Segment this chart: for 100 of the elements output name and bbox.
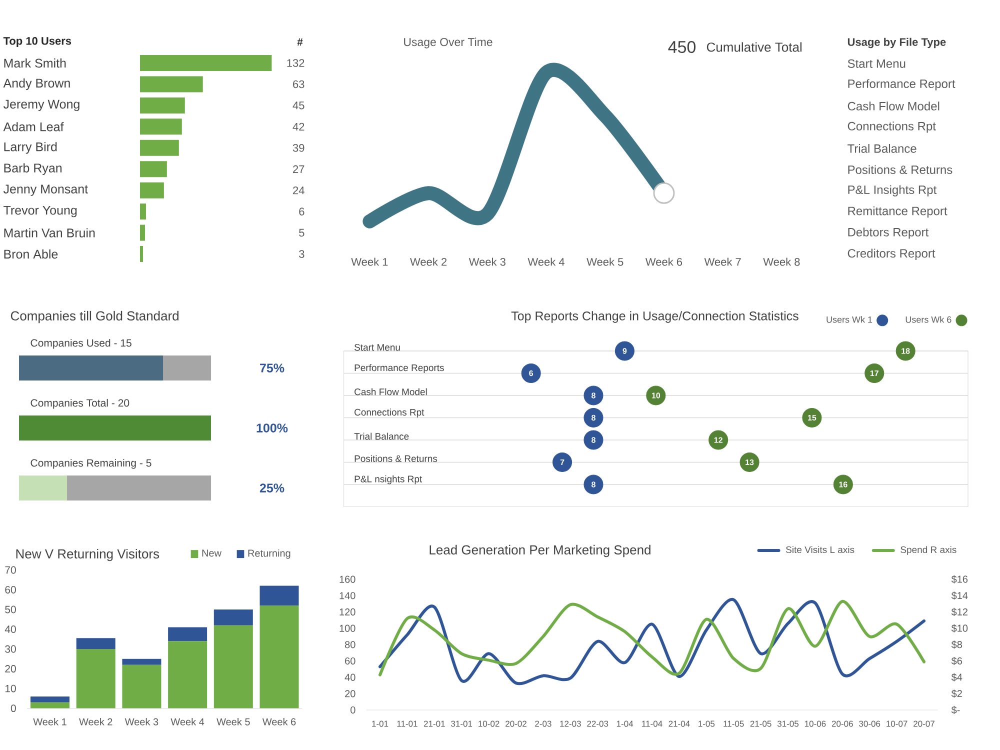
x-tick-label: 11-01 [397,720,418,727]
text: Cumulative Total [706,42,802,52]
y2-tick-label: $14 [951,592,968,600]
text: Creditors Report [848,248,936,260]
text: Debtors Report [848,228,929,239]
chart-title: Lead Generation Per Marketing Spend [430,544,650,558]
data-label: 10 [652,392,660,398]
data-label: 6 [299,208,304,216]
point [521,363,541,384]
chart-title: Companies till Gold Standard [10,310,178,324]
chart-title: Top Reports Change in Usage/Connection Statistics [511,311,798,323]
x-tick-label: 2-03 [535,720,552,727]
y-tick-label: 120 [340,608,356,616]
y-tick-label: 60 [345,657,356,665]
y2-tick-label: $6 [951,656,962,666]
x-tick-label: Week 6 [262,718,296,726]
x-tick-label: 21-05 [750,720,772,727]
x-tick-label: Week 2 [79,718,112,726]
y-tick-label: Adam Leaf [3,122,64,132]
data-label: 100% [256,424,288,432]
data-label: 6 [529,370,533,376]
data-label: 5 [299,228,304,237]
x-tick-label: 20-02 [506,720,526,727]
point [584,408,604,428]
data-label: 8 [592,414,596,421]
y-tick-label: Barb Ryan [4,163,62,175]
x-tick-label: 21-04 [668,720,690,727]
bar [260,606,299,708]
data-label: 8 [592,392,596,398]
chart-title: Usage Over Time [404,38,492,48]
x-tick-label: Week 8 [763,258,800,266]
data-label: 13 [746,459,754,466]
y2-tick-label: $16 [951,575,968,584]
bar [76,638,116,650]
data-label: 3 [299,250,304,258]
y-tick-label: Performance Reports [354,364,444,373]
legend-label: Site Visits L axis [786,546,854,554]
x-tick-label: Week 5 [586,258,624,266]
x-tick-label: 1-05 [698,720,715,727]
data-label: 8 [592,482,596,488]
point [552,452,572,472]
bar [140,182,164,198]
text: P&L Insights Rpt [848,185,937,196]
y-tick-label: Cash Flow Model [354,388,427,396]
y2-tick-label: $12 [951,608,968,616]
data-label: 25% [260,484,284,492]
data-label: 39 [292,144,304,152]
text: Remittance Report [848,206,948,218]
text: Cash Flow Model [848,102,940,110]
y-tick-label: 40 [344,674,356,681]
bar [140,246,143,262]
bar [30,702,70,708]
data-label: 45 [292,102,304,110]
point [614,341,634,361]
y-tick-label: Companies Total - 20 [30,398,130,409]
chart-title: New V Returning Visitors [16,548,160,562]
y-tick-label: Larry Bird [4,142,57,154]
y-tick-label: 0 [350,706,356,714]
y-tick-label: 140 [340,592,356,600]
bar [76,649,116,708]
data-label: 16 [839,482,848,488]
y-tick-label: 70 [5,566,16,574]
y-tick-label: Companies Remaining - 5 [30,458,152,469]
x-tick-label: Week 3 [468,258,506,266]
x-tick-label: 31-01 [451,720,472,727]
x-tick-label: 22-03 [587,720,608,727]
bar [140,55,272,72]
y-tick-label: 160 [340,576,356,583]
legend-label: Users Wk 6 [906,316,952,323]
y2-tick-label: $10 [951,624,968,632]
bar [140,97,185,114]
data-label: 7 [560,460,564,466]
text: # [297,38,303,46]
bar [168,627,208,642]
y2-tick-label: $- [951,706,960,714]
text: 450 [668,40,696,54]
text: Positions & Returns [848,165,952,174]
bar [122,664,162,708]
point [584,386,604,406]
bar [140,140,179,156]
data-label: 18 [902,348,910,354]
x-tick-label: 20-07 [914,720,934,727]
y-tick-label: 100 [340,624,356,632]
text: Performance Report [848,79,956,90]
x-tick-label: Week 6 [645,258,682,266]
data-label: 132 [287,59,304,67]
y-tick-label: 10 [5,684,16,692]
data-label: 17 [870,370,878,376]
x-tick-label: 30-06 [859,720,880,727]
y-tick-label: Positions & Returns [354,455,438,462]
x-tick-label: 1-01 [372,720,388,727]
y-tick-label: Bron Able [4,249,58,259]
data-label: 24 [293,186,304,194]
data-label: 63 [293,80,304,88]
y2-tick-label: $4 [951,673,962,682]
x-tick-label: Week 7 [704,258,741,266]
x-tick-label: 31-05 [777,720,799,727]
y-tick-label: Mark Smith [4,58,66,68]
y-tick-label: Jenny Monsant [3,184,88,196]
y-tick-label: 50 [5,606,16,614]
